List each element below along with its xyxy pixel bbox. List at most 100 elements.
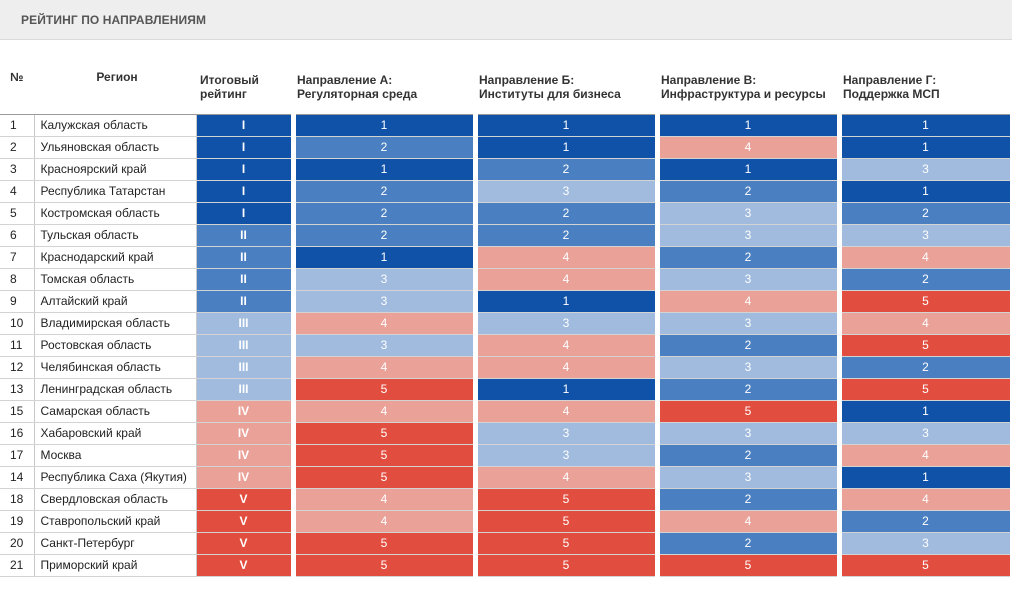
table-row: 6 Тульская область II 2 2 3 3 — [0, 224, 1012, 247]
region-name: Свердловская область — [34, 488, 197, 511]
row-number: 20 — [0, 532, 35, 555]
row-number: 8 — [0, 268, 35, 291]
total-rating-cell: III — [196, 334, 296, 357]
region-name: Ростовская область — [34, 334, 197, 357]
direction-c-cell: 5 — [654, 554, 842, 577]
direction-a-cell: 5 — [290, 378, 478, 401]
direction-a-cell: 5 — [290, 422, 478, 445]
column-header-number: № — [0, 60, 34, 115]
direction-d-cell: 4 — [836, 444, 1012, 467]
direction-c-cell: 4 — [654, 290, 842, 313]
direction-a-cell: 1 — [290, 158, 478, 181]
region-name: Костромская область — [34, 202, 197, 225]
row-number: 4 — [0, 180, 35, 203]
direction-a-cell: 1 — [290, 114, 478, 137]
column-header-b-line1: Направление Б: — [479, 73, 575, 87]
direction-b-cell: 4 — [472, 246, 660, 269]
total-rating-cell: III — [196, 356, 296, 379]
region-name: Москва — [34, 444, 197, 467]
direction-d-cell: 4 — [836, 312, 1012, 335]
total-rating-cell: I — [196, 114, 296, 137]
direction-b-cell: 5 — [472, 510, 660, 533]
total-rating-cell: V — [196, 488, 296, 511]
total-rating-cell: III — [196, 378, 296, 401]
table-row: 12 Челябинская область III 4 4 3 2 — [0, 356, 1012, 379]
region-name: Тульская область — [34, 224, 197, 247]
column-header-direction-b: Направление Б: Институты для бизнеса — [475, 60, 657, 115]
direction-d-cell: 3 — [836, 532, 1012, 555]
row-number: 19 — [0, 510, 35, 533]
column-header-a-line2: Регуляторная среда — [297, 87, 418, 101]
table-row: 4 Республика Татарстан I 2 3 2 1 — [0, 180, 1012, 203]
region-name: Ульяновская область — [34, 136, 197, 159]
direction-c-cell: 2 — [654, 180, 842, 203]
row-number: 2 — [0, 136, 35, 159]
direction-b-cell: 3 — [472, 422, 660, 445]
column-header-total-line1: Итоговый — [200, 73, 259, 87]
direction-a-cell: 2 — [290, 180, 478, 203]
row-number: 13 — [0, 378, 35, 401]
total-rating-cell: IV — [196, 400, 296, 423]
region-name: Красноярский край — [34, 158, 197, 181]
region-name: Республика Саха (Якутия) — [34, 466, 197, 489]
direction-d-cell: 1 — [836, 136, 1012, 159]
direction-a-cell: 4 — [290, 312, 478, 335]
region-name: Алтайский край — [34, 290, 197, 313]
direction-d-cell: 2 — [836, 202, 1012, 225]
total-rating-cell: III — [196, 312, 296, 335]
direction-d-cell: 2 — [836, 356, 1012, 379]
direction-b-cell: 2 — [472, 158, 660, 181]
direction-d-cell: 5 — [836, 334, 1012, 357]
total-rating-cell: IV — [196, 444, 296, 467]
total-rating-cell: IV — [196, 466, 296, 489]
direction-a-cell: 5 — [290, 532, 478, 555]
region-name: Самарская область — [34, 400, 197, 423]
column-header-d-line1: Направление Г: — [843, 73, 937, 87]
direction-c-cell: 4 — [654, 136, 842, 159]
column-header-a-line1: Направление А: — [297, 73, 393, 87]
table-header-row: № Регион Итоговый рейтинг Направление А:… — [0, 60, 1012, 115]
region-name: Хабаровский край — [34, 422, 197, 445]
row-number: 9 — [0, 290, 35, 313]
direction-c-cell: 1 — [654, 158, 842, 181]
column-header-c-line2: Инфраструктура и ресурсы — [661, 87, 826, 101]
direction-a-cell: 5 — [290, 466, 478, 489]
direction-c-cell: 3 — [654, 224, 842, 247]
direction-d-cell: 3 — [836, 158, 1012, 181]
table-row: 14 Республика Саха (Якутия) IV 5 4 3 1 — [0, 466, 1012, 489]
direction-c-cell: 2 — [654, 532, 842, 555]
region-name: Челябинская область — [34, 356, 197, 379]
direction-c-cell: 2 — [654, 488, 842, 511]
column-header-direction-a: Направление А: Регуляторная среда — [293, 60, 475, 115]
direction-b-cell: 1 — [472, 114, 660, 137]
direction-c-cell: 2 — [654, 334, 842, 357]
column-header-c-line1: Направление В: — [661, 73, 757, 87]
row-number: 16 — [0, 422, 35, 445]
direction-b-cell: 5 — [472, 532, 660, 555]
region-name: Томская область — [34, 268, 197, 291]
table-row: 1 Калужская область I 1 1 1 1 — [0, 114, 1012, 137]
direction-c-cell: 3 — [654, 466, 842, 489]
table-row: 17 Москва IV 5 3 2 4 — [0, 444, 1012, 467]
rating-table: № Регион Итоговый рейтинг Направление А:… — [0, 60, 1012, 577]
direction-a-cell: 4 — [290, 400, 478, 423]
direction-b-cell: 1 — [472, 136, 660, 159]
direction-a-cell: 4 — [290, 510, 478, 533]
table-row: 8 Томская область II 3 4 3 2 — [0, 268, 1012, 291]
region-name: Ленинградская область — [34, 378, 197, 401]
column-header-total-line2: рейтинг — [200, 87, 247, 101]
direction-c-cell: 3 — [654, 268, 842, 291]
direction-b-cell: 4 — [472, 334, 660, 357]
table-row: 11 Ростовская область III 3 4 2 5 — [0, 334, 1012, 357]
direction-b-cell: 1 — [472, 290, 660, 313]
column-header-b-line2: Институты для бизнеса — [479, 87, 621, 101]
direction-c-cell: 5 — [654, 400, 842, 423]
total-rating-cell: II — [196, 246, 296, 269]
total-rating-cell: V — [196, 554, 296, 577]
direction-a-cell: 5 — [290, 554, 478, 577]
table-row: 13 Ленинградская область III 5 1 2 5 — [0, 378, 1012, 401]
table-body: 1 Калужская область I 1 1 1 1 2 Ульяновская обла… — [0, 114, 1012, 577]
direction-b-cell: 4 — [472, 268, 660, 291]
region-name: Санкт-Петербург — [34, 532, 197, 555]
column-header-direction-c: Направление В: Инфраструктура и ресурсы — [657, 60, 839, 115]
